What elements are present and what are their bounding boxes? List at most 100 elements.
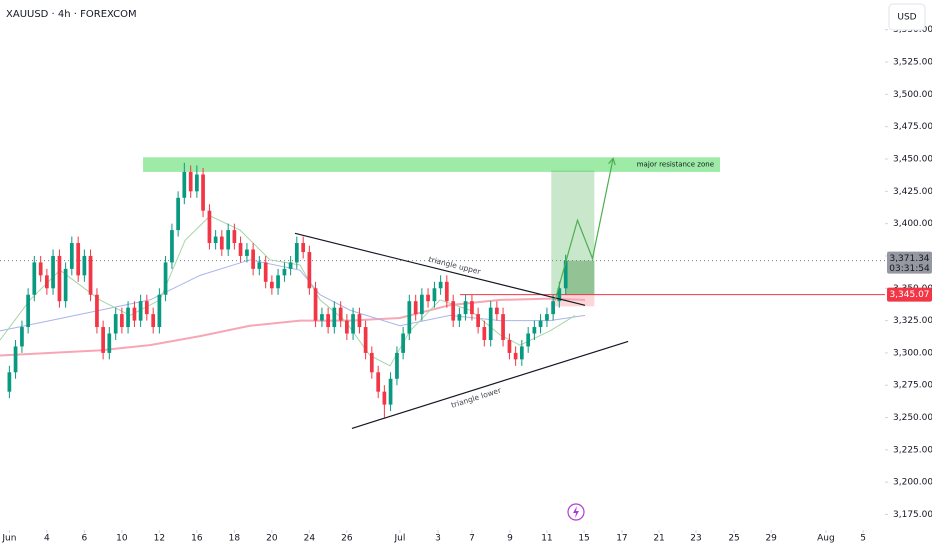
x-tick-label: 9 [507,534,513,544]
candle-body [444,281,449,302]
candle-body [420,294,424,315]
candle-body [488,307,493,340]
resistance-zone-label: major resistance zone [637,161,714,169]
x-tick-label: 25 [728,534,739,544]
candle-body [369,352,374,373]
position-open-profit [565,260,595,295]
entry-price-label: 3,345.07 [889,290,929,300]
candle-body [401,333,405,353]
position-stop [551,294,595,307]
candle-body [438,281,443,289]
chart-title: XAUUSD · 4h · FOREXCOM [6,9,137,20]
x-tick-label: 15 [578,534,589,544]
candle-body [307,252,312,289]
candle-body [226,230,231,250]
candle-body [182,171,187,198]
candle-body [245,249,249,256]
candle-body [388,378,393,405]
candle-body [170,230,174,263]
candle-body [320,314,324,321]
candle-body [257,262,262,269]
y-tick-label: 3,475.00 [893,122,932,132]
x-tick-label: 17 [616,534,627,544]
x-tick-label: 18 [229,534,241,544]
event-icon-bolt[interactable] [573,506,579,518]
x-tick-label: 23 [690,534,701,544]
x-tick-label: 6 [82,534,88,544]
y-tick-label: 3,500.00 [893,90,932,100]
candle-body [95,294,99,328]
candle-body [495,307,499,315]
candle-body [282,268,287,276]
candle-body [26,294,30,328]
currency-button[interactable] [888,3,926,31]
trendline [351,340,629,429]
x-tick-label: Aug [817,534,835,544]
candle-body [144,301,149,315]
resistance-zone [143,157,720,172]
candle-body [345,320,349,334]
candle-body [532,327,537,334]
candle-body [526,333,531,347]
y-tick-label: 3,300.00 [893,348,932,358]
candle-body [538,320,543,328]
x-tick-label: Jun [1,534,16,544]
candle-body [45,275,49,289]
projection-arrowhead [608,157,616,166]
y-tick-label: 3,225.00 [893,445,932,455]
candle-body [188,171,193,192]
candle-body [294,243,299,263]
candle-body [138,301,143,321]
x-tick-label: 5 [860,534,866,544]
y-tick-label: 3,425.00 [893,187,932,197]
candle-body [432,288,437,302]
x-tick-label: Jul [394,534,406,544]
x-tick-label: 20 [266,534,278,544]
candle-body [219,236,224,250]
trendline [294,232,586,306]
candle-body [57,255,62,302]
y-tick-label: 3,400.00 [893,219,932,229]
candle-body [451,301,456,321]
candle-body [470,301,474,315]
candle-body [88,255,93,295]
axis-layer: 3,175.00 3,200.00 3,225.00 3,250.00 3,275.00… [1,25,932,544]
candle-body [501,314,505,340]
candle-body [545,314,549,321]
candle-body [20,327,24,347]
x-tick-label: 7 [469,534,475,544]
candle-body [38,262,43,276]
entry-price-tag [887,287,932,302]
candle-body [63,268,68,302]
candle-body [476,314,480,328]
candle-body [232,230,237,244]
event-icon[interactable] [567,503,585,521]
countdown-label: 03:31:54 [889,264,930,274]
y-tick-label: 3,325.00 [893,316,932,326]
candle-body [213,236,218,244]
candle-body [82,255,87,276]
x-tick-label: 12 [154,534,165,544]
x-tick-label: 26 [341,534,353,544]
candle-body [482,327,487,340]
y-tick-label: 3,275.00 [893,381,932,391]
candle-body [76,243,81,276]
candle-body [376,372,381,392]
y-tick-label: 3,525.00 [893,58,932,68]
y-tick-label: 3,250.00 [893,413,932,423]
y-tick-label: 3,175.00 [893,510,932,520]
candle-body [32,262,37,295]
candle-body [395,352,399,379]
candle-body [407,301,412,334]
candle-body [507,339,512,353]
projection-path [554,158,614,301]
candle-body [251,249,255,269]
candle-body [357,314,362,328]
currency-label[interactable]: USD [897,13,916,23]
x-tick-label: 3 [435,534,441,544]
candle-body [276,275,280,289]
candle-body [201,174,205,211]
x-tick-label: 21 [653,534,664,544]
